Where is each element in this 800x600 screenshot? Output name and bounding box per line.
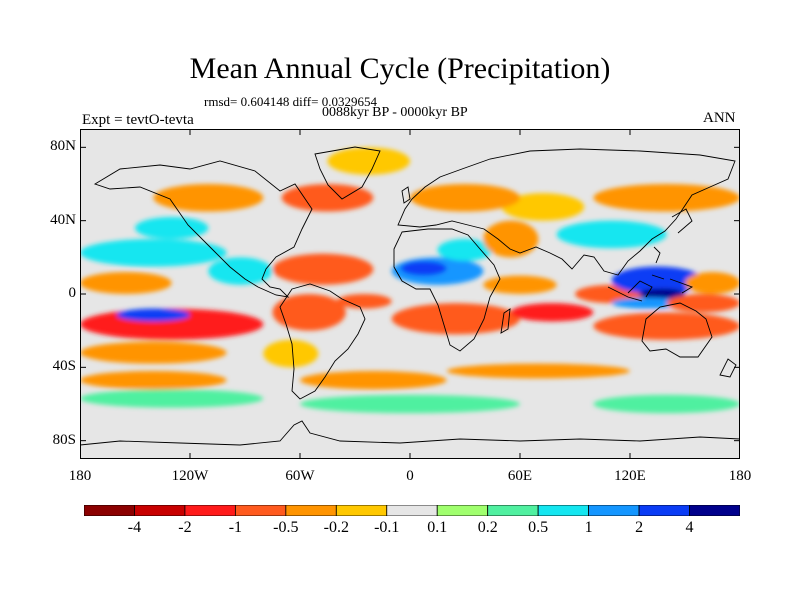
precip-anomaly-region (300, 394, 520, 414)
plot-title: Mean Annual Cycle (Precipitation) (189, 52, 611, 85)
precip-anomaly-region (272, 253, 374, 285)
coastline-new-zealand (719, 358, 737, 378)
precip-anomaly-region (80, 389, 264, 408)
colorbar-label: 0.5 (528, 519, 549, 536)
precip-anomaly-region (639, 288, 685, 300)
precip-anomaly-region (153, 184, 264, 212)
coastline-uk (401, 186, 411, 204)
precip-anomaly-region (501, 193, 585, 221)
coastline-madagascar (500, 308, 511, 334)
stats-text: rmsd= 0.604148 diff= 0.0329654 (204, 94, 377, 109)
colorbar-label: 1 (584, 519, 593, 536)
colorbar-box (638, 505, 690, 516)
precip-anomaly-region (510, 303, 594, 322)
precip-anomaly-region (80, 239, 227, 267)
period-subtitle: 0088kyr BP - 0000kyr BP (322, 105, 468, 120)
precipitation-map (80, 129, 740, 459)
colorbar-label: -2 (178, 519, 192, 536)
precip-anomaly-region (391, 303, 520, 335)
coastline-antarctica (80, 420, 740, 446)
coastline-australia (641, 302, 713, 358)
colorbar-box (234, 505, 287, 516)
precip-anomaly-region (483, 220, 539, 258)
coastline-north-america (93, 160, 313, 298)
colorbar-label: -0.5 (273, 519, 299, 536)
lat-label: 40S (52, 358, 76, 375)
lat-label: 0 (68, 285, 77, 301)
experiment-label: Expt = tevtO-tevta (82, 112, 194, 128)
colorbar-box (184, 505, 236, 516)
colorbar-label: 0.2 (477, 519, 498, 536)
precip-anomaly-region (80, 371, 227, 390)
precip-anomaly-region (208, 257, 273, 285)
lon-label: 60W (285, 468, 315, 484)
lat-label: 40N (50, 211, 76, 228)
colorbar-box (588, 505, 640, 516)
lon-label: 180 (728, 468, 752, 484)
colorbar-label: -0.2 (323, 519, 349, 536)
colorbar-box (537, 505, 590, 516)
colorbar-box (436, 505, 489, 516)
precip-anomaly-region (556, 220, 667, 249)
precip-anomaly-region (80, 272, 172, 294)
precip-anomaly-region (263, 339, 319, 368)
precip-anomaly-region (135, 217, 209, 239)
coastline-greenland (314, 146, 381, 200)
precip-anomaly-region (666, 294, 740, 313)
precip-anomaly-region (336, 294, 392, 309)
precip-anomaly-region (446, 363, 630, 379)
lat-label: 80S (52, 431, 76, 448)
colorbar-label: 2 (635, 519, 644, 536)
lon-label: 180 (68, 468, 92, 484)
lon-label: 120W (171, 468, 209, 484)
colorbar-box (689, 505, 740, 516)
coastline-maritime-asia (607, 274, 694, 302)
lat-label: 80N (50, 138, 76, 155)
coastline-eurasia (397, 148, 736, 276)
precip-anomaly-region (437, 239, 493, 261)
colorbar-box (134, 505, 186, 516)
lon-label: 60E (507, 468, 533, 484)
precip-anomaly-region (272, 294, 346, 331)
precip-anomaly-region (116, 308, 190, 322)
lon-label: 120E (614, 468, 646, 484)
precip-anomaly-region (593, 184, 740, 212)
precip-anomaly-region (281, 184, 374, 212)
precip-anomaly-region (685, 272, 740, 294)
colorbar-label: -0.1 (374, 519, 400, 536)
colorbar-box (335, 505, 388, 516)
colorbar-label: 4 (685, 519, 694, 536)
precip-anomaly-region (80, 341, 227, 364)
colorbar-box (386, 505, 438, 516)
coastline-japan (653, 208, 693, 264)
colorbar (84, 505, 740, 516)
lon-label: 0 (406, 468, 414, 484)
precip-anomaly-region (611, 266, 704, 294)
colorbar-label: 0.1 (427, 519, 448, 536)
precip-anomaly-region (327, 147, 410, 175)
precip-anomaly-region (593, 312, 740, 340)
coastlines (80, 146, 740, 446)
precip-anomaly-region (300, 371, 447, 390)
colorbar-box (285, 505, 337, 516)
precip-anomaly-region (400, 261, 447, 276)
season-label: ANN (703, 110, 736, 126)
precip-anomaly-region (593, 394, 740, 414)
colorbar-label: -1 (228, 519, 243, 536)
precip-anomaly-region (483, 275, 557, 294)
coastline-africa (393, 228, 501, 352)
precip-anomaly-region (410, 184, 520, 212)
coastline-south-america (279, 283, 366, 400)
colorbar-box (487, 505, 539, 516)
colorbar-box (84, 505, 135, 516)
colorbar-label: -4 (127, 519, 142, 536)
